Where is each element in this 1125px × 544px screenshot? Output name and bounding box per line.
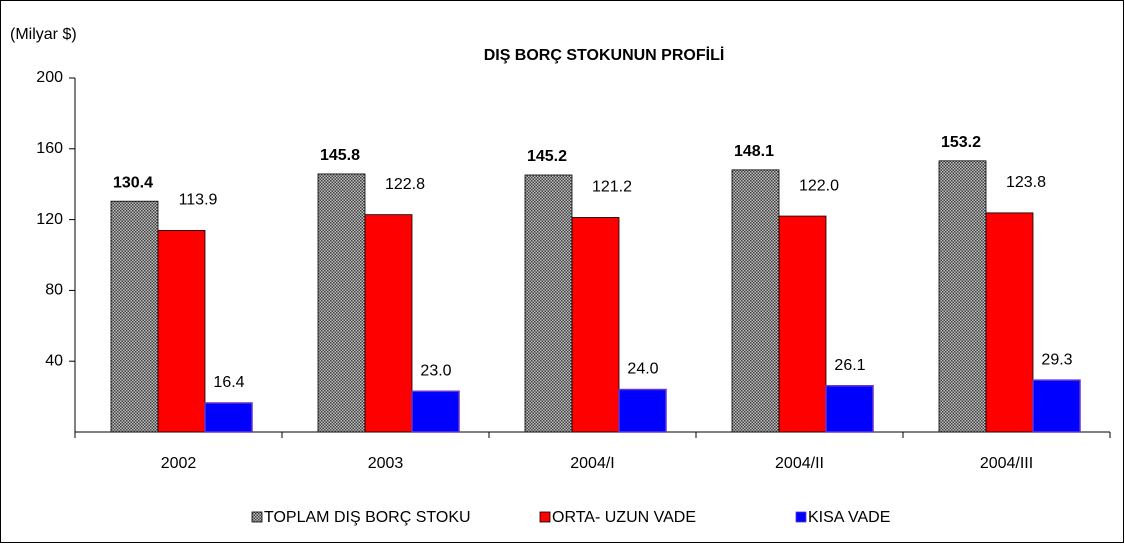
data-label: 148.1: [734, 143, 774, 160]
bar: [1032, 379, 1081, 433]
bar: [317, 173, 366, 433]
data-label: 122.8: [385, 176, 425, 193]
bar: [204, 402, 253, 433]
data-label: 130.4: [113, 174, 153, 191]
data-label: 23.0: [420, 363, 451, 380]
legend-label: TOPLAM DIŞ BORÇ STOKU: [264, 509, 471, 526]
bar: [524, 174, 573, 433]
y-axis-label: (Milyar $): [10, 26, 77, 43]
bar: [731, 169, 780, 433]
data-label: 145.8: [320, 147, 360, 164]
data-label: 16.4: [213, 374, 244, 391]
data-label: 26.1: [834, 357, 865, 374]
bar: [778, 215, 827, 433]
legend-marker: [539, 511, 551, 523]
legend-marker: [795, 511, 807, 523]
bar: [985, 212, 1034, 433]
bar: [364, 214, 413, 433]
y-tick-label: 80: [45, 282, 63, 299]
x-tick-label: 2004/I: [570, 455, 614, 472]
x-tick-label: 2002: [161, 455, 197, 472]
bar: [110, 200, 159, 433]
data-label: 29.3: [1041, 351, 1072, 368]
y-tick-label: 120: [36, 211, 63, 228]
bar: [938, 160, 987, 433]
x-tick-label: 2003: [368, 455, 404, 472]
legend-label: ORTA- UZUN VADE: [552, 509, 696, 526]
bar: [157, 229, 206, 433]
data-label: 153.2: [941, 134, 981, 151]
y-tick-label: 160: [36, 140, 63, 157]
data-label: 24.0: [627, 361, 658, 378]
data-label: 145.2: [527, 148, 567, 165]
data-label: 123.8: [1006, 174, 1046, 191]
bar: [825, 385, 874, 433]
y-tick-label: 200: [36, 69, 63, 86]
chart-title: DIŞ BORÇ STOKUNUN PROFİLİ: [484, 46, 725, 64]
legend-marker: [251, 511, 263, 523]
x-tick-label: 2004/III: [980, 455, 1033, 472]
bar: [618, 388, 667, 433]
legend-label: KISA VADE: [808, 509, 890, 526]
bar: [411, 390, 460, 433]
data-label: 122.0: [799, 177, 839, 194]
data-label: 121.2: [592, 179, 632, 196]
x-tick-label: 2004/II: [775, 455, 824, 472]
bar: [571, 217, 620, 433]
y-tick-label: 40: [45, 352, 63, 369]
data-label: 113.9: [179, 192, 218, 209]
